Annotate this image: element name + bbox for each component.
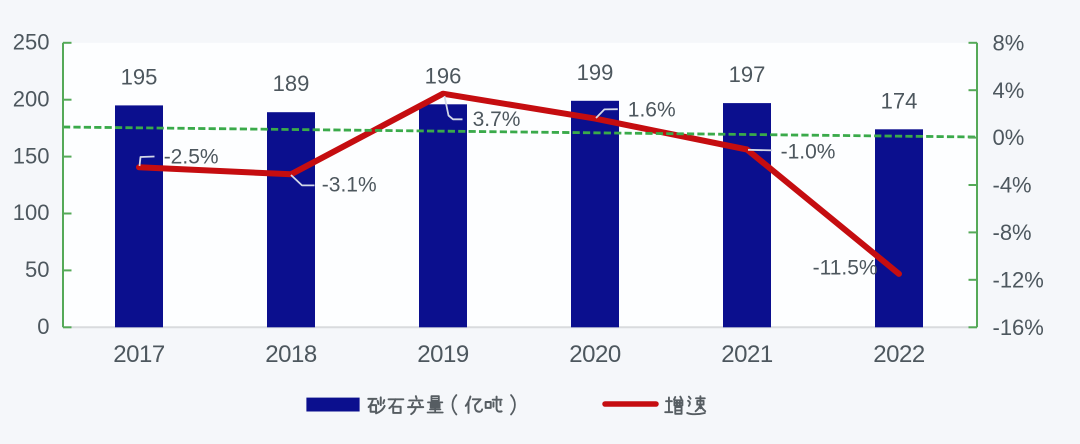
svg-text:2018: 2018 xyxy=(265,341,317,368)
svg-text:1.6%: 1.6% xyxy=(628,98,676,121)
svg-text:195: 195 xyxy=(121,64,158,89)
svg-text:2022: 2022 xyxy=(873,341,925,368)
svg-text:100: 100 xyxy=(13,200,50,225)
svg-text:2021: 2021 xyxy=(721,341,773,368)
svg-text:197: 197 xyxy=(729,62,766,87)
svg-text:50: 50 xyxy=(25,257,49,282)
svg-text:250: 250 xyxy=(13,30,50,55)
svg-text:0: 0 xyxy=(37,314,49,339)
svg-text:3.7%: 3.7% xyxy=(473,108,521,131)
svg-text:174: 174 xyxy=(881,88,918,113)
svg-text:-11.5%: -11.5% xyxy=(813,256,878,279)
svg-text:150: 150 xyxy=(13,143,50,168)
svg-text:199: 199 xyxy=(577,60,614,85)
svg-text:-3.1%: -3.1% xyxy=(322,173,377,196)
svg-text:-4%: -4% xyxy=(993,173,1032,198)
svg-text:-16%: -16% xyxy=(993,315,1044,340)
svg-text:-12%: -12% xyxy=(993,267,1044,292)
svg-text:-8%: -8% xyxy=(993,220,1032,245)
svg-text:200: 200 xyxy=(13,86,50,111)
svg-text:0%: 0% xyxy=(993,125,1025,150)
svg-text:8%: 8% xyxy=(993,30,1025,55)
svg-text:189: 189 xyxy=(273,71,310,96)
svg-text:196: 196 xyxy=(425,63,462,88)
svg-text:-2.5%: -2.5% xyxy=(164,145,219,168)
svg-text:2019: 2019 xyxy=(417,341,469,368)
svg-text:4%: 4% xyxy=(993,78,1025,103)
svg-text:2017: 2017 xyxy=(113,341,165,368)
svg-text:2020: 2020 xyxy=(569,341,621,368)
svg-text:-1.0%: -1.0% xyxy=(781,141,836,164)
